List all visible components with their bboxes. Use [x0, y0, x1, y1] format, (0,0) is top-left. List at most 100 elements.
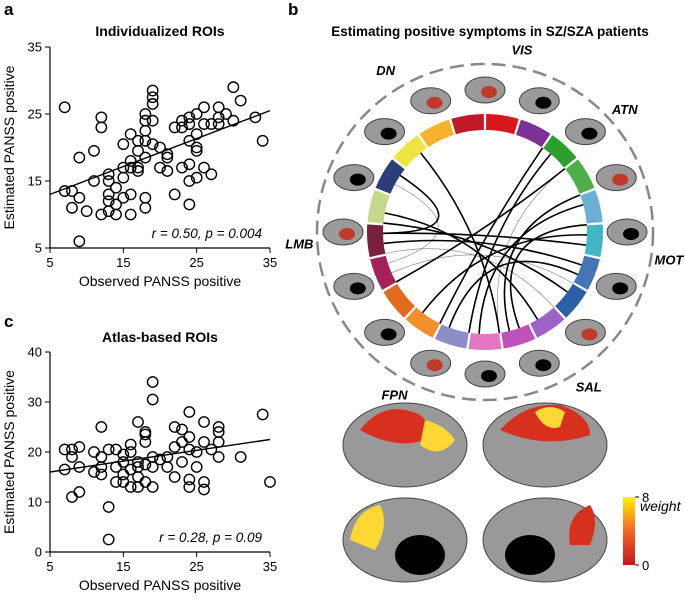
chord	[439, 147, 544, 324]
brain-spot	[481, 86, 497, 98]
brain-spot	[535, 359, 552, 372]
chord	[503, 194, 581, 332]
point	[168, 421, 181, 433]
point	[234, 451, 247, 463]
x-tick-label: 25	[189, 255, 203, 270]
x-axis-label: Observed PANSS positive	[79, 577, 242, 593]
point	[176, 456, 188, 468]
point	[183, 198, 196, 211]
point	[110, 443, 122, 456]
point	[183, 134, 196, 147]
point	[264, 476, 276, 488]
x-tick-label: 35	[263, 255, 277, 270]
point	[117, 448, 130, 461]
point	[168, 188, 181, 201]
ring-segment	[580, 189, 603, 224]
point	[95, 421, 108, 433]
point	[73, 151, 86, 164]
point	[73, 486, 86, 498]
x-tick-label: 15	[116, 255, 130, 270]
colorbar-tick-label: 0	[642, 558, 649, 573]
brain-spot	[380, 328, 397, 341]
point	[198, 118, 210, 130]
point	[95, 121, 108, 134]
point	[190, 108, 203, 120]
network-label: VIS	[511, 43, 532, 58]
network-label: ATN	[611, 102, 638, 117]
point	[110, 476, 122, 488]
point	[132, 456, 144, 468]
network-label: DN	[376, 63, 395, 78]
y-tick-label: 35	[28, 40, 42, 55]
ring-segment	[468, 333, 502, 351]
point	[124, 438, 137, 451]
point	[146, 138, 159, 151]
point	[161, 165, 174, 177]
point	[132, 481, 144, 493]
ring-segment	[555, 283, 587, 318]
ring-segment	[486, 114, 519, 135]
point	[132, 471, 144, 483]
point	[139, 151, 152, 164]
point	[198, 476, 210, 488]
region	[569, 505, 595, 545]
network-label: SAL	[576, 379, 602, 394]
point	[190, 446, 203, 458]
point	[161, 461, 174, 473]
brain-spot	[426, 359, 443, 372]
brain-spot	[535, 96, 552, 109]
region	[420, 420, 455, 452]
y-axis-label: Estimated PANSS positive	[1, 65, 17, 229]
annotation: r = 0.28, p = 0.09	[159, 530, 262, 545]
ring-segment	[405, 307, 440, 338]
x-tick-label: 5	[46, 559, 53, 574]
chart-title: Individualized ROIs	[95, 23, 224, 39]
network-label: LMB	[285, 237, 313, 252]
brain-spot	[380, 127, 397, 140]
point	[198, 436, 210, 448]
chord	[382, 232, 587, 246]
point	[117, 476, 130, 488]
x-tick-label: 5	[46, 255, 53, 270]
point	[234, 94, 247, 107]
ring-segment	[375, 159, 405, 194]
point	[227, 114, 240, 127]
point	[183, 175, 196, 187]
chord	[391, 254, 574, 284]
point	[66, 491, 78, 503]
brain-spot	[612, 282, 629, 295]
point	[198, 101, 210, 114]
chord	[421, 234, 587, 314]
brain-spot	[581, 328, 598, 341]
point	[183, 118, 196, 130]
point	[146, 98, 159, 110]
ring-segment	[543, 135, 577, 168]
point	[124, 463, 137, 476]
brain-maps: weight	[342, 402, 682, 583]
point	[227, 81, 240, 94]
point	[110, 198, 122, 211]
point	[124, 446, 137, 458]
ring-segment	[393, 135, 427, 168]
ring-segment	[367, 189, 390, 224]
point	[161, 451, 174, 463]
y-tick-label: 10	[28, 495, 42, 510]
medial-wall	[505, 535, 555, 575]
point	[102, 443, 115, 456]
colorbar-tick-label: 8	[642, 490, 649, 505]
point	[80, 205, 93, 218]
region	[360, 409, 428, 444]
x-tick-label: 15	[116, 559, 130, 574]
ring-segment	[434, 324, 469, 349]
region	[350, 505, 384, 550]
chord	[382, 174, 440, 235]
point	[198, 483, 210, 496]
point	[176, 161, 188, 174]
brain-spot	[481, 370, 497, 382]
chord	[496, 168, 566, 334]
point	[124, 188, 137, 201]
point	[132, 161, 144, 174]
point	[117, 161, 130, 174]
